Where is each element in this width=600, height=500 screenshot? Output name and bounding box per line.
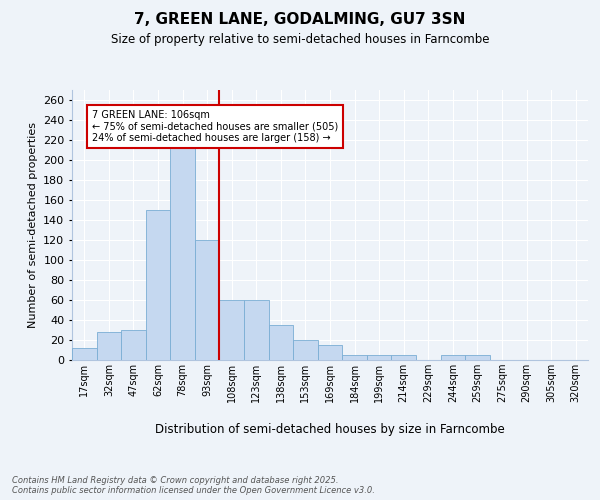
- Text: Size of property relative to semi-detached houses in Farncombe: Size of property relative to semi-detach…: [111, 32, 489, 46]
- Bar: [391, 355, 416, 360]
- Bar: [367, 355, 391, 360]
- Bar: [72, 348, 97, 360]
- Bar: [465, 355, 490, 360]
- Bar: [97, 332, 121, 360]
- Y-axis label: Number of semi-detached properties: Number of semi-detached properties: [28, 122, 38, 328]
- Bar: [244, 300, 269, 360]
- Text: 7, GREEN LANE, GODALMING, GU7 3SN: 7, GREEN LANE, GODALMING, GU7 3SN: [134, 12, 466, 28]
- Bar: [342, 355, 367, 360]
- Text: 7 GREEN LANE: 106sqm
← 75% of semi-detached houses are smaller (505)
24% of semi: 7 GREEN LANE: 106sqm ← 75% of semi-detac…: [92, 110, 338, 143]
- Bar: [293, 340, 318, 360]
- Bar: [170, 145, 195, 360]
- Bar: [121, 330, 146, 360]
- Bar: [440, 355, 465, 360]
- Bar: [146, 210, 170, 360]
- Bar: [269, 325, 293, 360]
- Text: Distribution of semi-detached houses by size in Farncombe: Distribution of semi-detached houses by …: [155, 422, 505, 436]
- Bar: [220, 300, 244, 360]
- Text: Contains HM Land Registry data © Crown copyright and database right 2025.
Contai: Contains HM Land Registry data © Crown c…: [12, 476, 375, 495]
- Bar: [318, 345, 342, 360]
- Bar: [195, 240, 220, 360]
